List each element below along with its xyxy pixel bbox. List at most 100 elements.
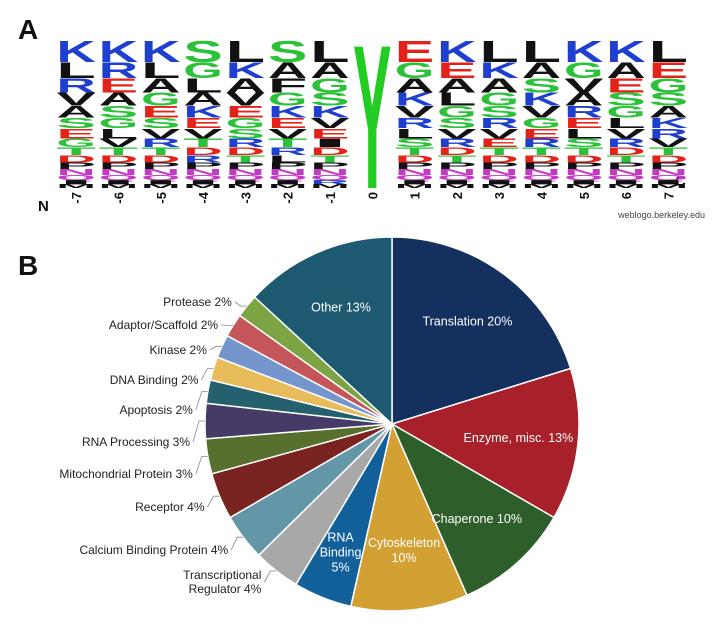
pie-slice-label: Receptor 4% [135,500,205,514]
logo-letter: S [226,126,265,142]
logo-letter: E [522,126,561,142]
logo-letter: K [479,58,518,83]
logo-letter: R [183,154,222,165]
logo-letter: I [57,179,96,186]
logo-letter: R [522,136,561,149]
logo-letter: R [395,115,434,132]
logo-letter: R [564,103,603,121]
logo-letter: P [522,161,561,171]
logo-letter: P [141,161,180,171]
logo-letter: M [522,183,561,189]
logo-letter: L [57,58,96,83]
logo-letter: S [649,89,688,109]
logo-letter: A [395,75,434,97]
logo-letter: T [268,136,307,149]
logo-letter: T [57,145,96,157]
logo-letter: D [606,145,645,157]
pie-leader-line [264,570,277,583]
logo-letter: A [437,75,476,97]
logo-letter: N [480,168,519,177]
logo-letter: P [480,161,519,171]
logo-letter: L [522,34,561,68]
logo-letter: D [57,154,96,165]
logo-letter: T [479,145,518,157]
logo-letter: S [99,103,138,121]
logo-letter: A [141,75,180,97]
logo-letter: M [57,183,96,189]
logo-letter: V [649,136,689,149]
logo-letter: M [649,183,688,189]
logo-letter: P [606,161,645,171]
logo-letter: S [183,34,222,68]
logo-letter: E [57,126,96,142]
logo-letter: A [57,103,96,121]
logo-letter: N [649,168,688,177]
logo-letter: L [564,126,603,142]
logo-letter: Q [226,174,265,182]
logo-letter: S [606,89,645,109]
logo-letter: I [226,179,265,186]
logo-letter: V [183,126,223,142]
logo-letter: N [226,168,265,177]
logo-letter: K [395,89,434,109]
logo-letter: G [183,58,222,83]
pie-slice [253,236,393,426]
logo-letter: S [56,115,95,132]
logo-letter: K [606,34,645,68]
logo-letter: K [183,103,223,121]
logo-position-label: -6 [111,192,126,204]
logo-letter: R [141,136,180,149]
logo-credit: weblogo.berkeley.edu [618,210,705,220]
logo-letter: M [226,183,265,189]
logo-letter: V [395,103,434,121]
logo-letter: I [522,179,561,186]
logo-letter: P [57,161,96,171]
logo-letter: V [141,126,181,142]
logo-position-label: -7 [69,192,84,204]
pie-slice-label: DNA Binding 2% [110,373,199,387]
logo-letter: V [57,89,96,109]
logo-letter: T [183,136,222,149]
logo-position-label: 7 [661,192,676,199]
logo-letter: M [141,183,180,189]
logo-letter: I [310,136,349,149]
logo-position-label: -3 [238,192,253,204]
logo-letter: I [437,179,476,186]
logo-letter: K [268,103,308,121]
logo-position-label: -5 [154,192,169,204]
logo-letter: M [99,183,138,189]
pie-leader-line [201,368,214,381]
pie-slice-label: Protease 2% [163,295,232,309]
pie-leader-line [195,456,208,475]
sequence-logo: N C KLRVASEGTDPNQIMKREASGLVTDPNQIMKLAGES… [38,4,689,233]
pie-slice-label: Transcriptional Regulator 4% [183,568,262,596]
logo-letter: A [99,89,138,109]
logo-letter: T [437,154,476,165]
logo-letter: T [226,154,265,165]
logo-letter: A [564,89,603,109]
logo-letter: K [141,34,180,68]
logo-letter: A [479,75,518,97]
logo-letter: K [310,103,350,121]
logo-letter: P [99,161,138,171]
logo-letter: M [395,183,434,189]
logo-letter: G [226,115,265,132]
pie-leader-line [195,391,208,411]
logo-letter: P [395,161,434,171]
logo-position-label: 0 [365,192,380,199]
logo-letter: E [437,58,476,83]
logo-letter: A [268,58,307,83]
logo-letter: A [649,103,688,121]
logo-letter: Q [141,174,180,182]
logo-letter: E [226,103,265,121]
logo-letter: R [479,115,518,132]
logo-letter: T [649,145,688,157]
pie-leader-line [234,301,247,307]
logo-letter: S [437,115,476,132]
logo-letter: K [99,34,138,68]
logo-letter: S [522,75,561,97]
logo-letter: K [57,34,96,68]
logo-letter: M [268,183,307,189]
logo-position-label: 1 [408,192,423,199]
logo-letter: F [268,75,307,97]
